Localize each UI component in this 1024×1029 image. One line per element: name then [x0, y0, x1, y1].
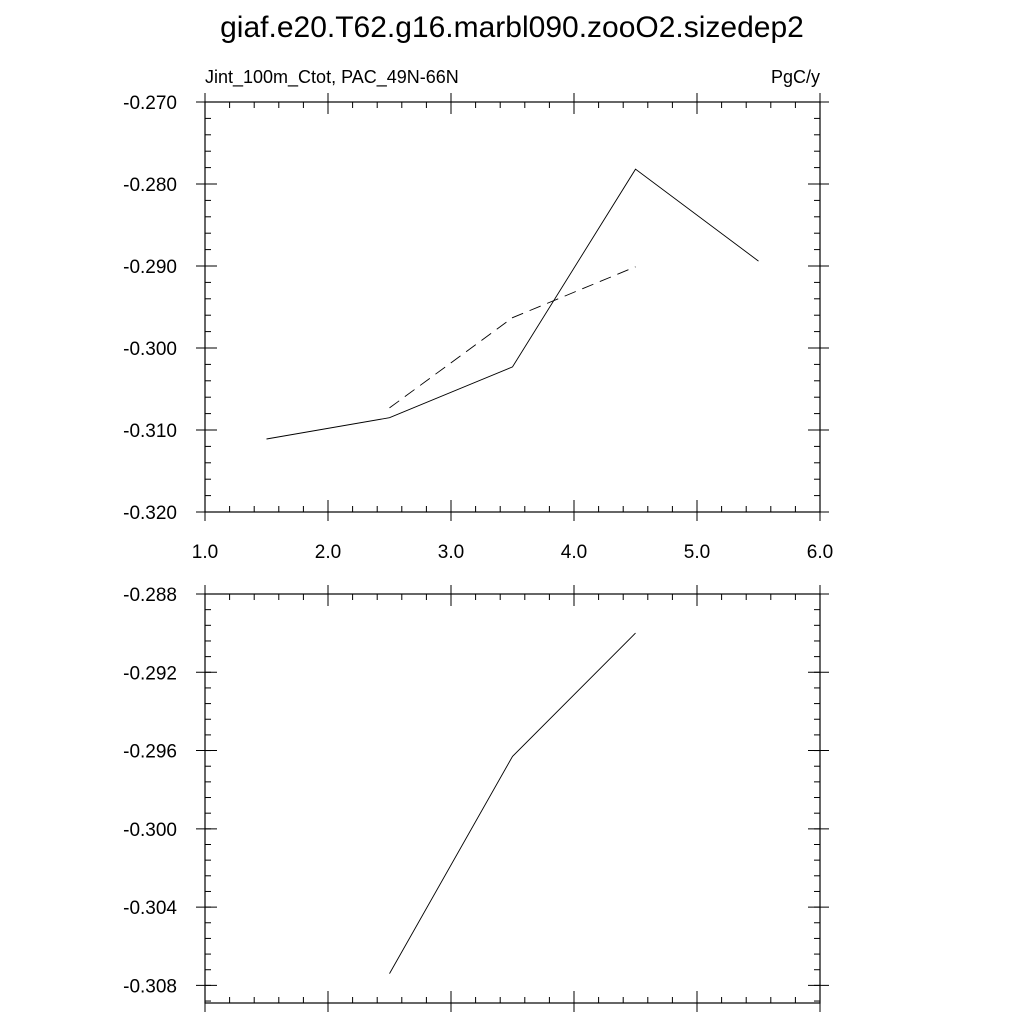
panel-2-plot: -0.308 -0.304 -0.300 -0.296 -0.292 -0.288 [123, 585, 829, 1012]
x-tick-label: 3.0 [438, 542, 464, 563]
y-tick-label: -0.304 [123, 898, 177, 919]
y-tick-label: -0.320 [123, 503, 177, 524]
x-tick-label: 6.0 [807, 542, 833, 563]
y-tick-label: -0.308 [123, 976, 177, 997]
y-tick-label: -0.310 [123, 421, 177, 442]
x-tick-label: 1.0 [192, 542, 218, 563]
panel-2-series-1-line [389, 632, 636, 974]
x-tick-label: 2.0 [315, 542, 341, 563]
panel-1-series-1-line [266, 168, 759, 440]
y-tick-label: -0.300 [123, 820, 177, 841]
y-tick-label: -0.296 [123, 742, 177, 763]
chart-title: giaf.e20.T62.g16.marbl090.zooO2.sizedep2 [220, 11, 804, 44]
y-tick-label: -0.292 [123, 663, 177, 684]
panel-1-frame [204, 101, 821, 513]
y-tick-label: -0.288 [123, 585, 177, 606]
x-tick-label: 5.0 [684, 542, 710, 563]
y-tick-label: -0.300 [123, 339, 177, 360]
panel-1-right-string: PgC/y [771, 67, 820, 87]
y-tick-label: -0.270 [123, 93, 177, 114]
x-tick-label: 4.0 [561, 542, 587, 563]
panel-1-series-2-line [389, 266, 636, 409]
panel-2-frame [204, 593, 821, 1004]
panel-1-left-string: Jint_100m_Ctot, PAC_49N-66N [205, 67, 459, 88]
y-tick-label: -0.280 [123, 175, 177, 196]
y-tick-label: -0.290 [123, 257, 177, 278]
panel-1-plot: 1.0 2.0 3.0 4.0 5.0 6.0 -0.320 -0.310 -0.300 -0.2… [123, 93, 833, 563]
